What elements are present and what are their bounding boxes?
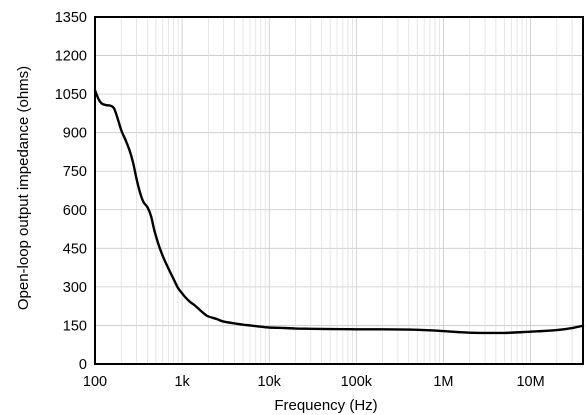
x-tick-label: 100k	[341, 374, 373, 390]
y-tick-label: 450	[63, 241, 87, 257]
tick-labels: 0 150 300 450 600 750 900 1050 1200 1350 100 1k 10k 1…	[55, 10, 545, 390]
y-tick-label: 1350	[55, 10, 87, 26]
y-tick-label: 1050	[55, 87, 87, 103]
x-tick-label: 100	[83, 374, 107, 390]
x-axis-title: Frequency (Hz)	[274, 397, 377, 414]
x-tick-label: 10M	[516, 374, 544, 390]
x-tick-label: 1M	[433, 374, 453, 390]
y-tick-label: 1200	[55, 49, 87, 65]
x-tick-label: 10k	[258, 374, 282, 390]
y-tick-label: 150	[63, 318, 87, 334]
grid	[94, 16, 584, 365]
y-tick-label: 300	[63, 280, 87, 296]
y-tick-label: 750	[63, 164, 87, 180]
plot-area-frame	[94, 16, 584, 365]
impedance-series-line	[93, 89, 585, 335]
x-tick-label: 1k	[174, 374, 190, 390]
y-tick-label: 0	[79, 357, 87, 373]
y-tick-label: 900	[63, 126, 87, 142]
y-axis-title: Open-loop output impedance (ohms)	[15, 66, 32, 310]
y-tick-label: 600	[63, 203, 87, 219]
